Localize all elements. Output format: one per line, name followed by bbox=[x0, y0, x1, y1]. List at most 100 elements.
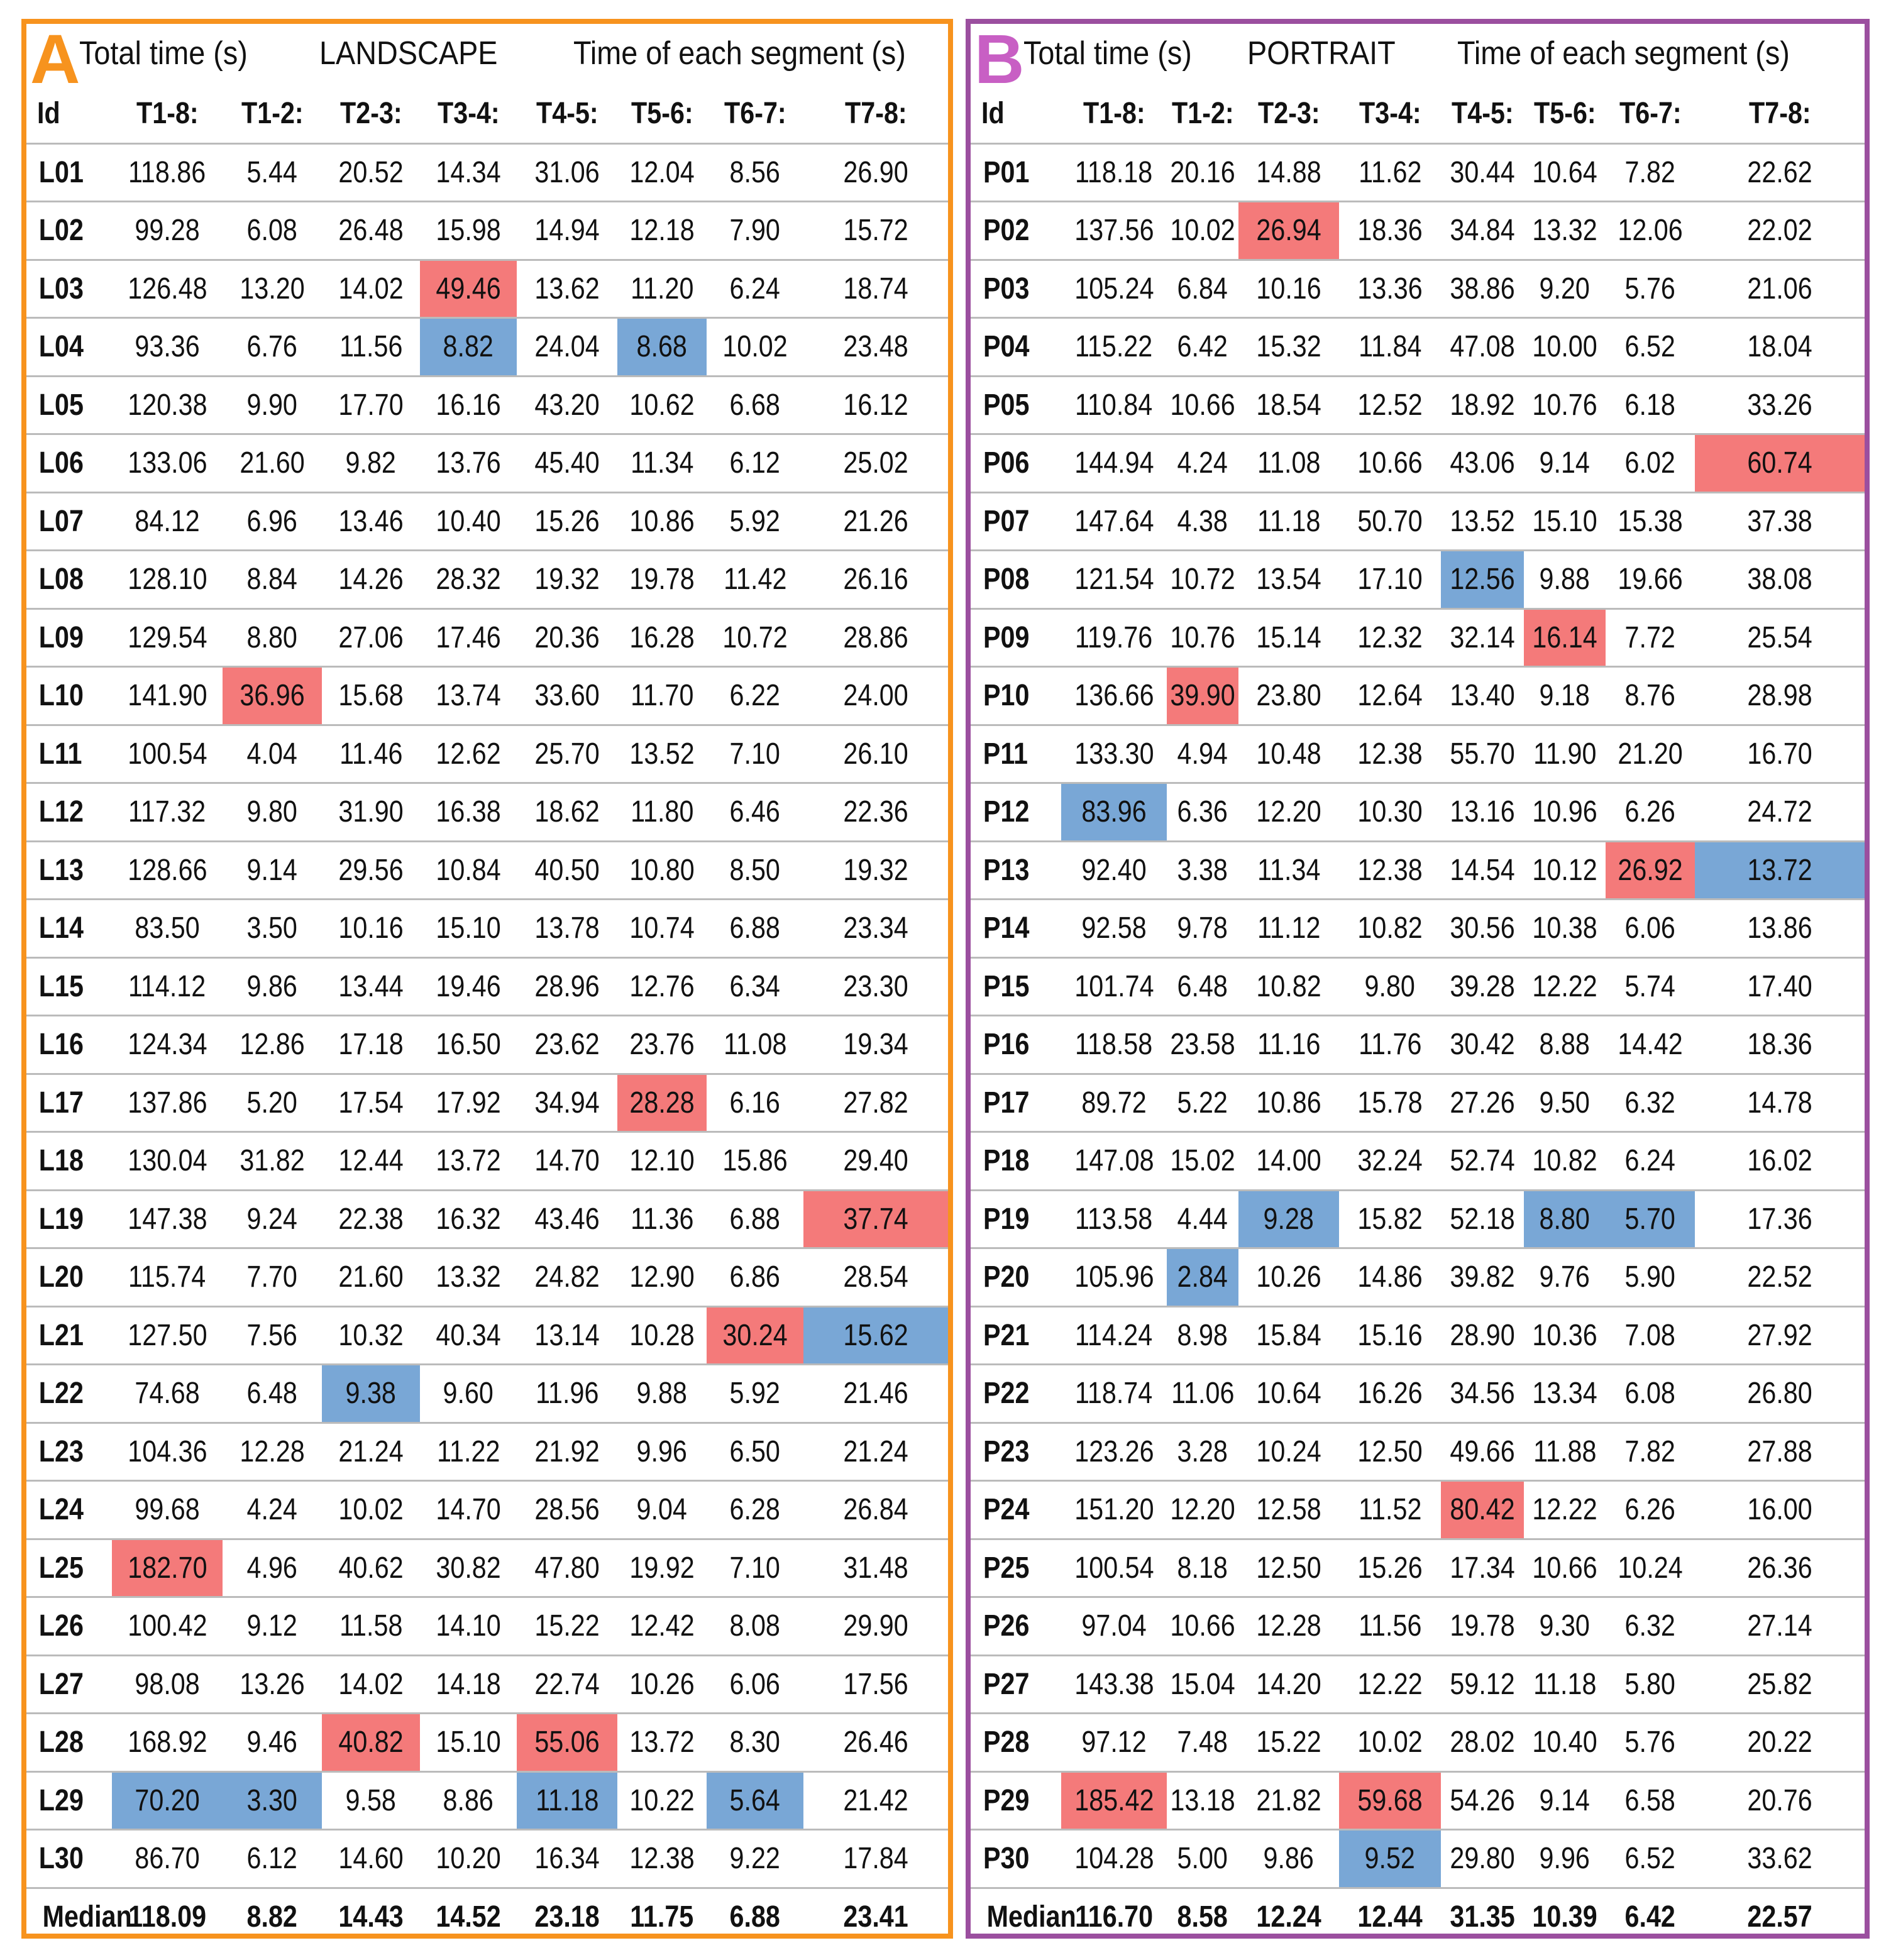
table-cell: 11.70 bbox=[630, 679, 694, 713]
row-id: P27 bbox=[983, 1667, 1030, 1701]
table-cell: 16.02 bbox=[1747, 1144, 1812, 1178]
table-cell: 10.26 bbox=[1256, 1260, 1321, 1294]
row-id: L07 bbox=[38, 504, 84, 538]
table-cell: 117.32 bbox=[128, 795, 206, 829]
table-cell: 19.66 bbox=[1618, 563, 1683, 597]
table-cell: 98.08 bbox=[135, 1667, 200, 1701]
table-cell: 13.16 bbox=[1450, 795, 1515, 829]
column-header: Id bbox=[981, 96, 1005, 130]
landscape-mode-title: LANDSCAPE bbox=[319, 35, 498, 72]
table-cell: 4.96 bbox=[246, 1551, 298, 1585]
table-cell: 30.82 bbox=[436, 1551, 501, 1585]
row-id: L29 bbox=[38, 1783, 84, 1817]
table-cell: 18.62 bbox=[534, 795, 600, 829]
row-id: P17 bbox=[983, 1086, 1030, 1120]
table-cell: 16.14 bbox=[1524, 609, 1606, 666]
table-cell: 13.46 bbox=[338, 504, 404, 538]
table-cell: 13.72 bbox=[629, 1726, 695, 1759]
table-cell: 12.52 bbox=[1357, 388, 1423, 422]
table-row: L26 100.42 9.12 11.58 14.10 15.22 12.42 8.08 29.… bbox=[26, 1596, 948, 1654]
table-cell: 9.82 bbox=[345, 446, 397, 480]
table-cell: 9.88 bbox=[1539, 563, 1591, 597]
table-cell: 11.62 bbox=[1358, 155, 1422, 189]
table-cell: 27.06 bbox=[338, 620, 404, 654]
table-cell: 6.84 bbox=[1177, 272, 1228, 306]
table-cell: 8.18 bbox=[1177, 1551, 1228, 1585]
table-cell: 10.82 bbox=[1357, 911, 1423, 945]
table-cell: 40.34 bbox=[436, 1318, 501, 1352]
table-cell: 38.86 bbox=[1450, 272, 1515, 306]
table-cell: 5.92 bbox=[729, 1377, 781, 1411]
table-cell: 12.58 bbox=[1256, 1493, 1321, 1527]
row-id: P19 bbox=[983, 1202, 1030, 1236]
table-cell: 22.36 bbox=[843, 795, 908, 829]
median-cell: 12.44 bbox=[1357, 1900, 1423, 1934]
table-cell: 23.30 bbox=[843, 969, 908, 1003]
table-cell: 12.28 bbox=[1256, 1609, 1321, 1643]
table-cell: 19.46 bbox=[436, 969, 501, 1003]
row-id: L09 bbox=[38, 620, 84, 654]
row-id: L24 bbox=[38, 1493, 84, 1527]
row-id: L26 bbox=[38, 1609, 84, 1643]
median-label: Median bbox=[986, 1900, 1076, 1934]
table-cell: 104.28 bbox=[1074, 1842, 1154, 1876]
table-cell: 21.82 bbox=[1256, 1783, 1321, 1817]
table-cell: 7.82 bbox=[1624, 155, 1676, 189]
table-cell: 39.90 bbox=[1167, 668, 1238, 724]
median-cell: 14.43 bbox=[338, 1900, 404, 1934]
table-cell: 12.18 bbox=[629, 214, 695, 248]
table-cell: 6.86 bbox=[729, 1260, 781, 1294]
table-cell: 18.36 bbox=[1747, 1028, 1812, 1062]
table-cell: 10.64 bbox=[1256, 1377, 1321, 1411]
table-cell: 19.92 bbox=[629, 1551, 695, 1585]
table-cell: 11.90 bbox=[1533, 737, 1597, 771]
table-cell: 6.12 bbox=[729, 446, 781, 480]
table-cell: 83.96 bbox=[1061, 784, 1167, 840]
row-id: L20 bbox=[38, 1260, 84, 1294]
table-cell: 47.80 bbox=[534, 1551, 600, 1585]
column-header: T1-8: bbox=[1083, 96, 1145, 130]
table-cell: 60.74 bbox=[1695, 435, 1865, 492]
table-row: P06 144.94 4.24 11.08 10.66 43.06 9.14 6.02 60.7… bbox=[971, 433, 1865, 492]
table-cell: 22.38 bbox=[338, 1202, 404, 1236]
table-cell: 11.84 bbox=[1358, 330, 1422, 364]
table-cell: 12.38 bbox=[1357, 853, 1423, 887]
table-cell: 28.28 bbox=[617, 1074, 707, 1131]
table-cell: 25.82 bbox=[1747, 1667, 1812, 1701]
table-cell: 80.42 bbox=[1441, 1482, 1524, 1538]
table-cell: 4.24 bbox=[1177, 446, 1228, 480]
table-cell: 14.10 bbox=[436, 1609, 501, 1643]
table-cell: 54.26 bbox=[1450, 1783, 1515, 1817]
table-row: P17 89.72 5.22 10.86 15.78 27.26 9.50 6.32 14.78 bbox=[971, 1072, 1865, 1131]
table-cell: 12.22 bbox=[1357, 1667, 1423, 1701]
column-header: T5-6: bbox=[1533, 96, 1596, 130]
table-cell: 137.56 bbox=[1074, 214, 1154, 248]
table-row: L16 124.34 12.86 17.18 16.50 23.62 23.76 11.08 1… bbox=[26, 1015, 948, 1073]
table-cell: 16.16 bbox=[436, 388, 501, 422]
table-cell: 9.60 bbox=[443, 1377, 494, 1411]
column-header: T2-3: bbox=[1257, 96, 1320, 130]
table-cell: 11.52 bbox=[1358, 1493, 1422, 1527]
table-row: L28 168.92 9.46 40.82 15.10 55.06 13.72 8.30 26.… bbox=[26, 1712, 948, 1771]
median-cell: 23.18 bbox=[534, 1900, 600, 1934]
table-cell: 14.26 bbox=[338, 563, 404, 597]
table-cell: 12.28 bbox=[240, 1434, 305, 1468]
table-cell: 6.08 bbox=[246, 214, 298, 248]
table-cell: 6.26 bbox=[1624, 1493, 1676, 1527]
table-cell: 10.24 bbox=[1618, 1551, 1683, 1585]
table-cell: 6.88 bbox=[729, 1202, 781, 1236]
table-row: L08 128.10 8.84 14.26 28.32 19.32 19.78 11.42 26… bbox=[26, 549, 948, 608]
table-cell: 33.62 bbox=[1747, 1842, 1812, 1876]
table-row: P22 118.74 11.06 10.64 16.26 34.56 13.34 6.08 26… bbox=[971, 1363, 1865, 1422]
table-cell: 6.28 bbox=[729, 1493, 781, 1527]
table-cell: 15.32 bbox=[1256, 330, 1321, 364]
portrait-mode-title: PORTRAIT bbox=[1247, 35, 1396, 72]
table-cell: 137.86 bbox=[127, 1086, 207, 1120]
table-cell: 128.10 bbox=[127, 563, 207, 597]
table-cell: 15.78 bbox=[1357, 1086, 1423, 1120]
table-cell: 21.60 bbox=[338, 1260, 404, 1294]
table-cell: 128.66 bbox=[127, 853, 207, 887]
table-cell: 6.32 bbox=[1624, 1609, 1676, 1643]
table-cell: 136.66 bbox=[1074, 679, 1154, 713]
table-cell: 15.16 bbox=[1357, 1318, 1423, 1352]
